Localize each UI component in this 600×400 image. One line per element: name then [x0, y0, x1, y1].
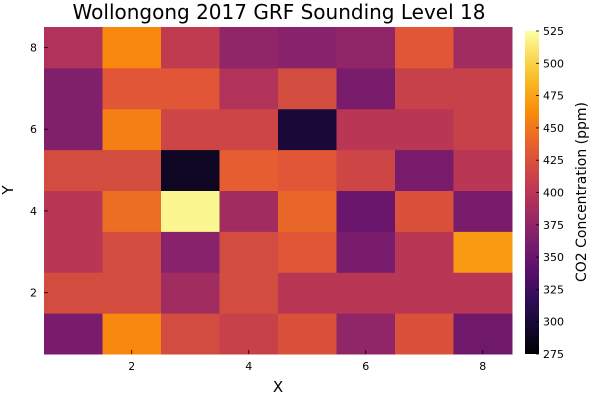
heatmap-cell — [453, 27, 513, 69]
heatmap-cell — [161, 67, 220, 110]
heatmap-cell — [102, 313, 162, 355]
heatmap-cell — [44, 149, 103, 191]
heatmap-cell — [219, 190, 279, 232]
colorbar-tick-label: 275 — [543, 348, 564, 361]
x-tick-label: 4 — [245, 360, 252, 373]
heatmap-cell — [453, 190, 513, 232]
x-axis-ticks: 2 4 6 8 — [128, 350, 486, 373]
heatmap-cell — [336, 149, 396, 191]
heatmap-cell — [44, 313, 103, 355]
heatmap-cell — [336, 231, 396, 273]
heatmap-cell — [336, 108, 396, 151]
heatmap-cell — [219, 272, 279, 314]
heatmap-cells — [44, 27, 513, 355]
heatmap-cell — [102, 272, 162, 314]
heatmap-cell — [395, 272, 454, 314]
heatmap-cell — [278, 67, 337, 110]
colorbar-tick-label: 300 — [543, 316, 564, 329]
heatmap-cell — [44, 108, 103, 151]
y-axis-label: Y — [0, 185, 17, 196]
colorbar-tick-label: 425 — [543, 154, 564, 167]
heatmap-cell — [278, 27, 337, 69]
heatmap-cell — [102, 149, 162, 191]
x-tick-label: 8 — [479, 360, 486, 373]
heatmap-cell — [219, 27, 279, 69]
heatmap-cell — [395, 190, 454, 232]
heatmap-cell — [219, 67, 279, 110]
heatmap-cell — [102, 27, 162, 69]
heatmap-cell — [44, 27, 103, 69]
heatmap-cell — [336, 67, 396, 110]
heatmap-cell — [44, 231, 103, 273]
heatmap-cell — [219, 108, 279, 151]
heatmap-cell — [219, 149, 279, 191]
y-tick-label: 2 — [30, 287, 37, 300]
colorbar-ticks: 275 300 325 350 375 400 425 450 475 500 525 — [536, 25, 564, 361]
heatmap-cell — [336, 313, 396, 355]
heatmap-cell — [161, 27, 220, 69]
colorbar-label: CO2 Concentration (ppm) — [574, 102, 590, 282]
heatmap-cell — [453, 108, 513, 151]
heatmap-cell — [102, 231, 162, 273]
x-tick-label: 6 — [362, 360, 369, 373]
heatmap-cell — [161, 149, 220, 191]
heatmap-cell — [336, 190, 396, 232]
heatmap-cell — [395, 231, 454, 273]
y-axis-ticks: 2 4 6 8 — [30, 41, 48, 300]
heatmap-cell — [395, 108, 454, 151]
heatmap-cell — [395, 149, 454, 191]
heatmap-cell — [453, 313, 513, 355]
colorbar-tick-label: 525 — [543, 25, 564, 38]
heatmap-cell — [395, 67, 454, 110]
colorbar-tick-label: 325 — [543, 283, 564, 296]
heatmap-cell — [453, 67, 513, 110]
colorbar-tick-label: 350 — [543, 251, 564, 264]
heatmap-cell — [44, 190, 103, 232]
heatmap-cell — [336, 272, 396, 314]
heatmap-cell — [395, 27, 454, 69]
heatmap-cell — [278, 108, 337, 151]
colorbar-tick-label: 375 — [543, 219, 564, 232]
heatmap-cell — [102, 190, 162, 232]
heatmap-cell — [44, 272, 103, 314]
heatmap-cell — [336, 27, 396, 69]
heatmap-cell — [219, 231, 279, 273]
heatmap-cell — [453, 149, 513, 191]
heatmap-cell — [161, 313, 220, 355]
heatmap-cell — [278, 149, 337, 191]
heatmap-cell — [102, 67, 162, 110]
heatmap-cell — [161, 231, 220, 273]
heatmap-cell — [161, 108, 220, 151]
x-tick-label: 2 — [128, 360, 135, 373]
chart-title: Wollongong 2017 GRF Sounding Level 18 — [73, 0, 486, 24]
heatmap-cell — [161, 272, 220, 314]
heatmap-cell — [453, 272, 513, 314]
colorbar — [525, 31, 539, 354]
y-tick-label: 8 — [30, 41, 37, 54]
colorbar-tick-label: 500 — [543, 57, 564, 70]
colorbar-tick-label: 400 — [543, 187, 564, 200]
heatmap-cell — [278, 272, 337, 314]
heatmap-cell — [102, 108, 162, 151]
y-tick-label: 6 — [30, 123, 37, 136]
colorbar-tick-label: 450 — [543, 122, 564, 135]
heatmap-cell — [278, 190, 337, 232]
heatmap-cell — [453, 231, 513, 273]
y-tick-label: 4 — [30, 205, 37, 218]
heatmap-cell — [395, 313, 454, 355]
colorbar-tick-label: 475 — [543, 90, 564, 103]
heatmap-cell — [219, 313, 279, 355]
heatmap-cell — [44, 67, 103, 110]
heatmap-cell — [161, 190, 220, 232]
x-axis-label: X — [273, 378, 283, 396]
heatmap-cell — [278, 231, 337, 273]
heatmap-cell — [278, 313, 337, 355]
